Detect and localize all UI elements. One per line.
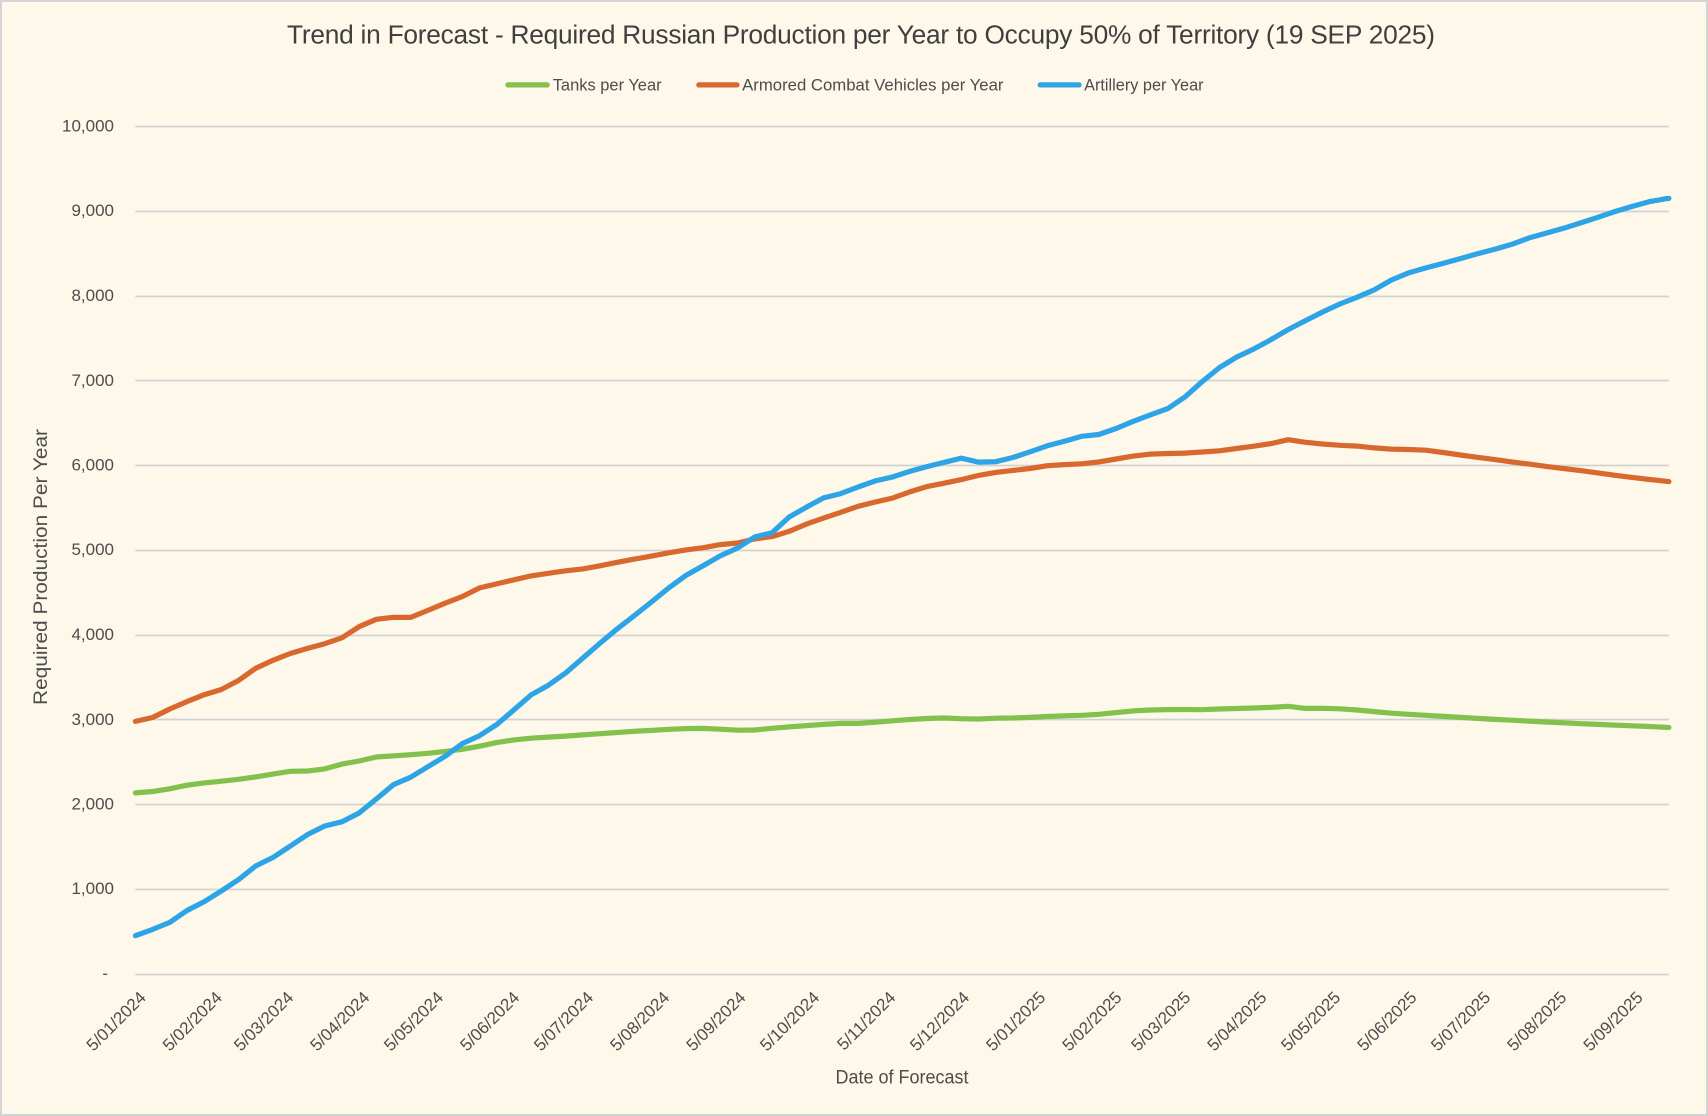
svg-text:5,000: 5,000 [71, 540, 114, 559]
svg-text:5/06/2025: 5/06/2025 [1354, 988, 1421, 1055]
svg-text:Trend in Forecast - Required R: Trend in Forecast - Required Russian Pro… [287, 20, 1435, 50]
svg-text:9,000: 9,000 [71, 201, 114, 220]
svg-text:Tanks per Year: Tanks per Year [553, 76, 662, 95]
svg-text:5/09/2024: 5/09/2024 [683, 988, 750, 1055]
svg-text:5/04/2025: 5/04/2025 [1204, 988, 1271, 1055]
svg-text:5/03/2025: 5/03/2025 [1128, 988, 1195, 1055]
svg-text:5/04/2024: 5/04/2024 [307, 988, 374, 1055]
svg-text:Artillery per Year: Artillery per Year [1084, 76, 1204, 95]
svg-text:5/06/2024: 5/06/2024 [456, 988, 523, 1055]
svg-text:5/09/2025: 5/09/2025 [1580, 988, 1647, 1055]
svg-text:5/01/2024: 5/01/2024 [83, 988, 150, 1055]
svg-text:5/02/2025: 5/02/2025 [1059, 988, 1126, 1055]
svg-text:5/12/2024: 5/12/2024 [906, 988, 973, 1055]
svg-text:5/08/2024: 5/08/2024 [606, 988, 673, 1055]
svg-text:5/02/2024: 5/02/2024 [159, 988, 226, 1055]
svg-text:5/10/2024: 5/10/2024 [756, 988, 823, 1055]
svg-text:Armored Combat Vehicles per Ye: Armored Combat Vehicles per Year [742, 76, 1004, 95]
svg-text:Date of Forecast: Date of Forecast [836, 1068, 970, 1089]
svg-text:2,000: 2,000 [71, 795, 114, 814]
svg-text:8,000: 8,000 [71, 286, 114, 305]
svg-text:5/08/2025: 5/08/2025 [1504, 988, 1571, 1055]
svg-text:5/05/2024: 5/05/2024 [380, 988, 447, 1055]
svg-text:-: - [102, 964, 108, 983]
svg-text:5/03/2024: 5/03/2024 [230, 988, 297, 1055]
svg-text:3,000: 3,000 [71, 710, 114, 729]
svg-text:1,000: 1,000 [71, 879, 114, 898]
svg-text:5/07/2025: 5/07/2025 [1427, 988, 1494, 1055]
svg-text:5/05/2025: 5/05/2025 [1277, 988, 1344, 1055]
svg-text:10,000: 10,000 [62, 117, 114, 136]
svg-text:4,000: 4,000 [71, 625, 114, 644]
svg-text:5/07/2024: 5/07/2024 [530, 988, 597, 1055]
svg-text:5/11/2024: 5/11/2024 [833, 988, 899, 1054]
svg-text:7,000: 7,000 [71, 371, 114, 390]
svg-text:6,000: 6,000 [71, 456, 114, 475]
svg-text:Required Production Per Year: Required Production Per Year [31, 428, 52, 705]
svg-text:5/01/2025: 5/01/2025 [982, 988, 1049, 1055]
